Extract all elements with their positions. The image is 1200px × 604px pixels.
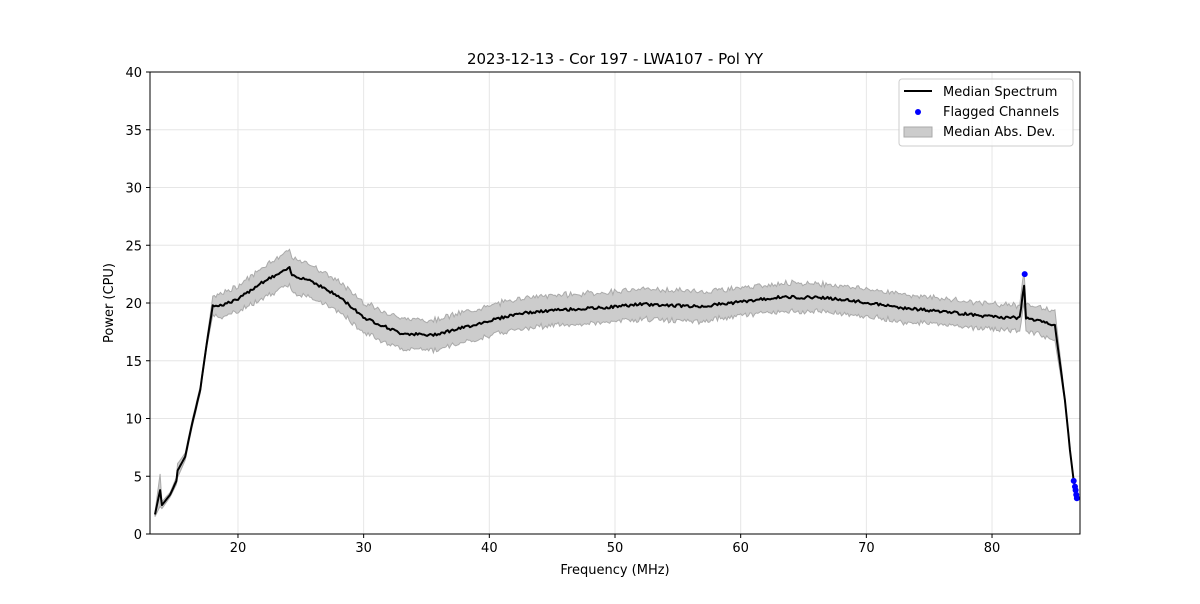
plot-area [154, 248, 1080, 517]
y-tick-label: 30 [125, 182, 142, 197]
y-tick-label: 10 [125, 413, 142, 428]
chart-title: 2023-12-13 - Cor 197 - LWA107 - Pol YY [467, 50, 764, 68]
x-tick-label: 40 [481, 541, 498, 556]
legend: Median Spectrum Flagged Channels Median … [898, 78, 1074, 147]
flagged-channel-point [1021, 271, 1028, 278]
legend-median-spectrum: Median Spectrum [943, 85, 1057, 100]
flagged-channel-point [1070, 477, 1077, 484]
x-tick-label: 70 [858, 541, 875, 556]
x-axis-label: Frequency (MHz) [560, 563, 669, 578]
y-tick-label: 40 [125, 66, 142, 81]
x-tick-label: 80 [984, 541, 1001, 556]
legend-dot-swatch [915, 109, 921, 115]
legend-band-swatch [903, 126, 933, 138]
y-tick-label: 15 [125, 355, 142, 370]
legend-median-abs-dev: Median Abs. Dev. [943, 125, 1055, 140]
x-tick-label: 30 [355, 541, 372, 556]
y-tick-label: 35 [125, 124, 142, 139]
flagged-channel-point [1073, 495, 1080, 502]
y-tick-label: 5 [134, 470, 142, 485]
x-tick-label: 20 [230, 541, 247, 556]
ticks: 20 30 40 50 60 70 80 0 5 10 15 20 25 30 35 40 [125, 66, 1000, 556]
legend-flagged-channels: Flagged Channels [943, 105, 1059, 120]
legend-box [898, 78, 1074, 147]
x-tick-label: 60 [732, 541, 749, 556]
flagged-channel-point [1072, 487, 1079, 494]
y-axis-label: Power (CPU) [102, 263, 117, 343]
median-spectrum-line [154, 266, 1079, 515]
y-tick-label: 25 [125, 239, 142, 254]
y-tick-label: 0 [134, 528, 142, 543]
x-tick-label: 50 [607, 541, 624, 556]
y-tick-label: 20 [125, 297, 142, 312]
